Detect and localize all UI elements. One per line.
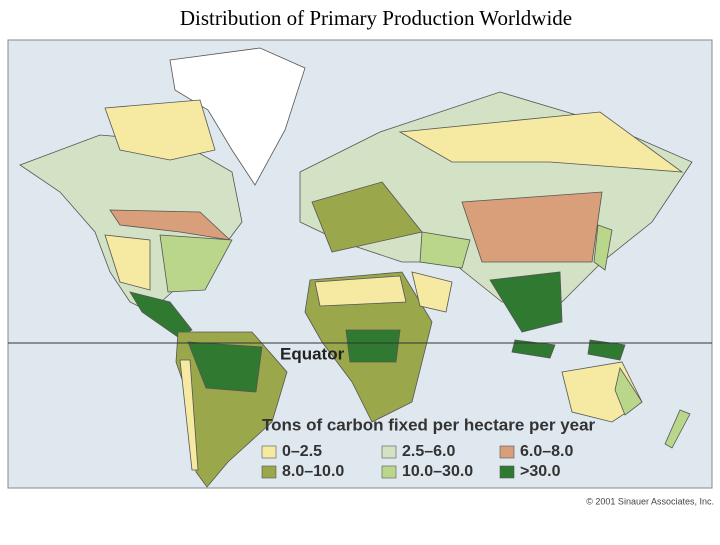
legend-swatch (261, 445, 277, 459)
sahara (314, 275, 407, 307)
southeast-asia (489, 271, 563, 333)
legend-swatch (261, 465, 277, 479)
legend-label: 6.0–8.0 (520, 443, 573, 460)
east-asia (461, 191, 603, 263)
new-zealand (664, 409, 691, 449)
legend-label: 0–2.5 (282, 443, 322, 460)
andes (179, 359, 199, 471)
greenland (169, 47, 306, 186)
credit: © 2001 Sinauer Associates, Inc. (586, 496, 714, 506)
legend-title: Tons of carbon fixed per hectare per yea… (262, 415, 596, 434)
arabia (411, 271, 453, 313)
title: Distribution of Primary Production World… (180, 6, 572, 30)
legend-swatch (381, 465, 397, 479)
legend-swatch (381, 445, 397, 459)
congo (345, 329, 401, 363)
australia-east (614, 366, 643, 416)
central-asia (419, 231, 471, 269)
na-boreal (109, 209, 232, 241)
equator-label: Equator (280, 344, 345, 363)
legend-label: 10.0–30.0 (402, 463, 473, 480)
legend-label: >30.0 (520, 463, 561, 480)
legend-label: 8.0–10.0 (282, 463, 344, 480)
japan (593, 224, 613, 271)
legend-swatch (499, 445, 515, 459)
na-west (104, 234, 151, 291)
arctic-islands (104, 99, 216, 161)
na-east (159, 234, 233, 293)
legend-swatch (499, 465, 515, 479)
legend: 0–2.5 2.5–6.0 6.0–8.0 8.0–10.0 10.0–30.0 >30.… (261, 443, 573, 480)
legend-label: 2.5–6.0 (402, 443, 455, 460)
amazon (187, 341, 263, 393)
siberia (398, 111, 684, 173)
